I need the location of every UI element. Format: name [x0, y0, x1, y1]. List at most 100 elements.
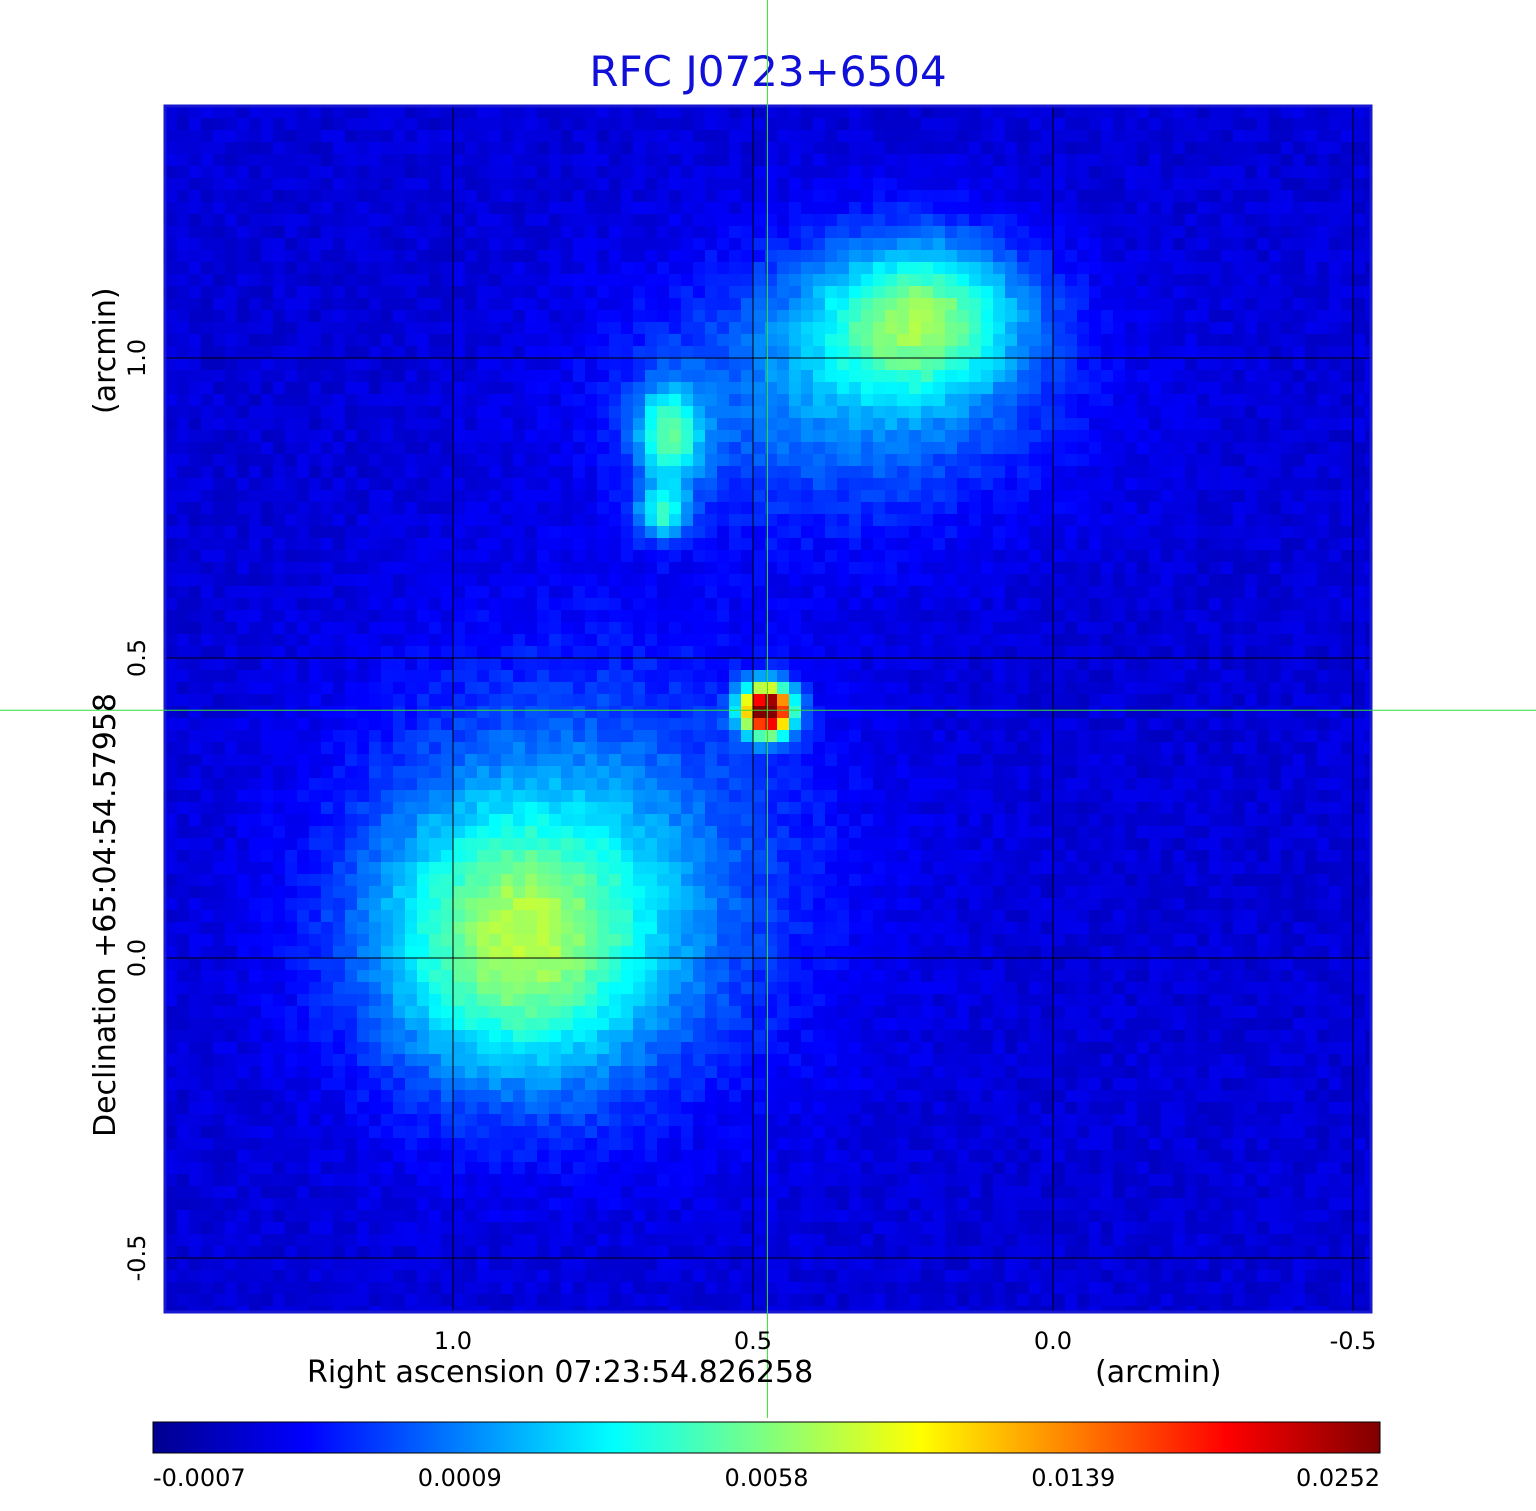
map-pixel [921, 286, 934, 299]
map-pixel [1113, 658, 1126, 671]
map-pixel [465, 190, 478, 203]
map-pixel [1209, 514, 1222, 527]
map-pixel [1293, 430, 1306, 443]
map-pixel [873, 370, 886, 383]
map-pixel [1269, 478, 1282, 491]
map-pixel [693, 502, 706, 515]
map-pixel [1077, 118, 1090, 131]
map-pixel [177, 442, 190, 455]
map-pixel [1137, 610, 1150, 623]
map-pixel [909, 334, 922, 347]
map-pixel [573, 250, 586, 263]
map-pixel [525, 430, 538, 443]
map-pixel [753, 310, 766, 323]
map-pixel [969, 658, 982, 671]
map-pixel [957, 286, 970, 299]
map-pixel [1125, 490, 1138, 503]
map-pixel [1113, 130, 1126, 143]
map-pixel [417, 478, 430, 491]
map-pixel [1305, 646, 1318, 659]
map-pixel [417, 442, 430, 455]
map-pixel [237, 226, 250, 239]
map-pixel [405, 514, 418, 527]
map-pixel [669, 238, 682, 251]
map-pixel [657, 358, 670, 371]
map-pixel [789, 382, 802, 395]
map-pixel [561, 202, 574, 215]
map-pixel [1173, 358, 1186, 371]
map-pixel [1113, 634, 1126, 647]
map-pixel [969, 166, 982, 179]
map-pixel [1005, 130, 1018, 143]
map-pixel [1089, 622, 1102, 635]
map-pixel [897, 346, 910, 359]
map-pixel [801, 514, 814, 527]
map-pixel [1221, 550, 1234, 563]
map-pixel [933, 226, 946, 239]
map-pixel [1161, 178, 1174, 191]
map-pixel [657, 286, 670, 299]
map-pixel [549, 526, 562, 539]
map-pixel [861, 274, 874, 287]
map-pixel [357, 250, 370, 263]
map-pixel [1065, 154, 1078, 167]
map-pixel [765, 646, 778, 659]
map-pixel [1029, 550, 1042, 563]
map-pixel [1305, 118, 1318, 131]
map-pixel [1209, 142, 1222, 155]
map-pixel [1101, 106, 1114, 119]
map-pixel [465, 214, 478, 227]
map-pixel [1365, 394, 1371, 407]
map-pixel [237, 394, 250, 407]
map-pixel [837, 106, 850, 119]
map-pixel [969, 550, 982, 563]
map-pixel [681, 334, 694, 347]
map-pixel [789, 586, 802, 599]
map-pixel [1245, 430, 1258, 443]
map-pixel [1101, 262, 1114, 275]
map-pixel [429, 190, 442, 203]
map-pixel [477, 658, 490, 671]
map-pixel [825, 274, 838, 287]
map-pixel [765, 622, 778, 635]
map-pixel [477, 538, 490, 551]
map-pixel [1317, 262, 1330, 275]
map-pixel [261, 550, 274, 563]
map-pixel [273, 526, 286, 539]
map-pixel [801, 610, 814, 623]
map-pixel [1113, 466, 1126, 479]
map-pixel [957, 310, 970, 323]
map-pixel [249, 190, 262, 203]
map-pixel [345, 490, 358, 503]
map-pixel [513, 274, 526, 287]
plot-area[interactable] [163, 104, 1378, 1319]
map-pixel [1221, 598, 1234, 611]
map-pixel [441, 358, 454, 371]
map-pixel [1017, 466, 1030, 479]
map-pixel [621, 394, 634, 407]
map-pixel [249, 322, 262, 335]
map-pixel [333, 562, 346, 575]
map-pixel [597, 178, 610, 191]
map-pixel [681, 526, 694, 539]
map-pixel [189, 370, 202, 383]
map-pixel [597, 454, 610, 467]
map-pixel [669, 442, 682, 455]
map-pixel [705, 502, 718, 515]
map-pixel [273, 454, 286, 467]
map-pixel [1005, 226, 1018, 239]
map-pixel [1113, 442, 1126, 455]
map-pixel [549, 502, 562, 515]
map-pixel [657, 142, 670, 155]
map-pixel [957, 394, 970, 407]
map-pixel [333, 286, 346, 299]
map-pixel [753, 130, 766, 143]
map-pixel [1245, 154, 1258, 167]
map-pixel [501, 550, 514, 563]
map-pixel [561, 178, 574, 191]
map-pixel [1365, 622, 1371, 635]
map-pixel [981, 646, 994, 659]
map-pixel [933, 430, 946, 443]
map-pixel [645, 538, 658, 551]
map-pixel [405, 634, 418, 647]
